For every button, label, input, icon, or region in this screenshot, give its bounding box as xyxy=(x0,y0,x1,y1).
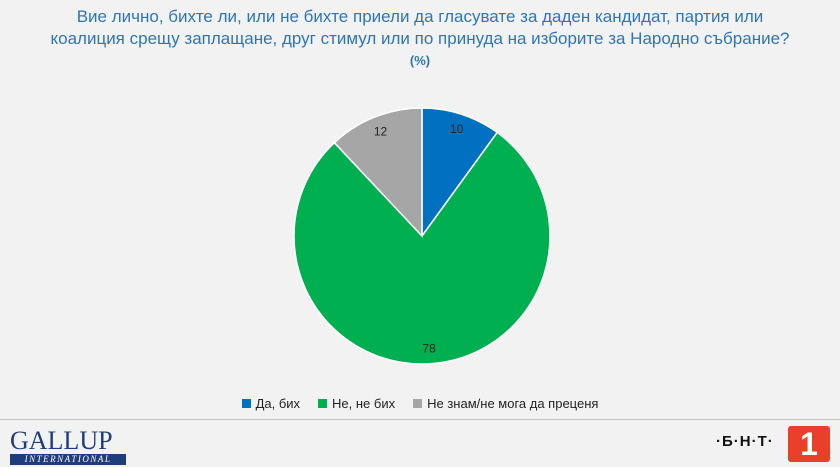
gallup-logo-word: GALLUP xyxy=(10,426,113,455)
legend-item-3: Не знам/не мога да преценя xyxy=(413,396,598,411)
gallup-logo: GALLUP INTERNATIONAL xyxy=(10,428,126,465)
pie-data-label-1: 10 xyxy=(450,122,464,136)
title-line-1: Вие лично, бихте ли, или не бихте приели… xyxy=(76,7,764,26)
legend-swatch-3 xyxy=(413,399,423,408)
bnt-logo: ·Б·Н·Т· 1 xyxy=(716,426,834,462)
chart-legend: Да, бих Не, не бих Не знам/не мога да прец… xyxy=(0,396,840,411)
legend-label-2: Не, не бих xyxy=(332,396,396,411)
pie-data-label-2: 78 xyxy=(422,341,436,355)
pie-data-label-3: 12 xyxy=(374,124,388,138)
legend-label-3: Не знам/не мога да преценя xyxy=(427,396,599,411)
legend-item-1: Да, бих xyxy=(241,396,301,411)
pie-slice-3 xyxy=(333,107,423,238)
legend-item-2: Не, не бих xyxy=(318,396,395,411)
chart-subtitle: (%) xyxy=(409,53,431,68)
gallup-logo-sub: INTERNATIONAL xyxy=(10,454,126,465)
pie-slice-2 xyxy=(293,131,551,365)
pie-slice-1 xyxy=(421,107,499,239)
legend-swatch-1 xyxy=(241,399,251,408)
chart-title: Вие лично, бихте ли, или не бихте приели… xyxy=(20,6,820,72)
bnt-logo-text: ·Б·Н·Т· xyxy=(716,433,774,450)
title-line-2: коалиция срещу заплащане, друг стимул ил… xyxy=(50,29,790,48)
footer-divider xyxy=(0,419,840,420)
bnt-logo-number: 1 xyxy=(788,426,830,462)
legend-label-1: Да, бих xyxy=(255,396,301,411)
legend-swatch-2 xyxy=(318,399,328,408)
